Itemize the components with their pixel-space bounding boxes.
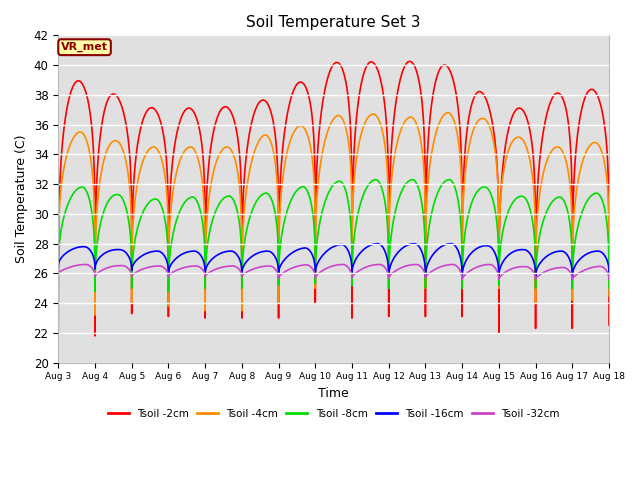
Line: Tsoil -8cm: Tsoil -8cm (58, 180, 609, 291)
Tsoil -2cm (237, 180, 245, 185)
Text: VR_met: VR_met (61, 42, 108, 52)
Tsoil -8cm (237, 239, 245, 245)
Tsoil -8cm (164, 257, 172, 263)
Tsoil -32cm (319, 267, 327, 273)
Tsoil -4cm (388, 168, 396, 173)
Tsoil -2cm (91, 333, 99, 339)
Tsoil -16cm (274, 260, 282, 265)
Tsoil -2cm (54, 330, 62, 336)
Tsoil -4cm (605, 293, 613, 299)
Tsoil -16cm (385, 274, 392, 279)
Line: Tsoil -4cm: Tsoil -4cm (58, 113, 609, 315)
Tsoil -2cm (580, 96, 588, 102)
Tsoil -4cm (319, 146, 327, 152)
Tsoil -4cm (164, 231, 172, 237)
Tsoil -32cm (237, 270, 245, 276)
Tsoil -32cm (274, 270, 282, 276)
Tsoil -8cm (91, 288, 99, 294)
Tsoil -4cm (91, 312, 99, 318)
Tsoil -32cm (580, 267, 588, 273)
Tsoil -4cm (274, 191, 282, 196)
Tsoil -8cm (319, 205, 327, 211)
Legend: Tsoil -2cm, Tsoil -4cm, Tsoil -8cm, Tsoil -16cm, Tsoil -32cm: Tsoil -2cm, Tsoil -4cm, Tsoil -8cm, Tsoi… (104, 405, 564, 423)
Tsoil -4cm (444, 110, 452, 116)
Tsoil -2cm (164, 208, 172, 214)
Tsoil -8cm (389, 222, 397, 228)
Tsoil -16cm (237, 261, 244, 266)
Tsoil -8cm (372, 177, 380, 182)
Line: Tsoil -32cm: Tsoil -32cm (58, 264, 609, 279)
Tsoil -2cm (388, 130, 396, 135)
Tsoil -16cm (54, 263, 62, 269)
Tsoil -2cm (274, 167, 282, 172)
Tsoil -32cm (164, 272, 172, 277)
Line: Tsoil -2cm: Tsoil -2cm (58, 61, 609, 336)
Tsoil -8cm (580, 204, 588, 209)
Y-axis label: Soil Temperature (C): Soil Temperature (C) (15, 135, 28, 263)
Tsoil -2cm (319, 97, 327, 103)
Tsoil -16cm (605, 271, 613, 276)
Tsoil -16cm (164, 264, 172, 269)
X-axis label: Time: Time (318, 387, 349, 400)
Tsoil -4cm (237, 209, 245, 215)
Tsoil -16cm (319, 252, 326, 258)
Tsoil -2cm (605, 322, 613, 328)
Tsoil -32cm (388, 270, 396, 276)
Tsoil -8cm (605, 286, 613, 291)
Tsoil -32cm (82, 262, 90, 267)
Line: Tsoil -16cm: Tsoil -16cm (58, 244, 609, 276)
Tsoil -8cm (54, 271, 62, 276)
Tsoil -32cm (458, 276, 466, 282)
Tsoil -8cm (274, 232, 282, 238)
Title: Soil Temperature Set 3: Soil Temperature Set 3 (246, 15, 421, 30)
Tsoil -16cm (389, 257, 397, 263)
Tsoil -16cm (374, 241, 381, 247)
Tsoil -2cm (406, 59, 413, 64)
Tsoil -32cm (54, 271, 62, 276)
Tsoil -32cm (605, 276, 613, 282)
Tsoil -4cm (54, 278, 62, 284)
Tsoil -16cm (580, 252, 588, 258)
Tsoil -4cm (580, 153, 588, 159)
